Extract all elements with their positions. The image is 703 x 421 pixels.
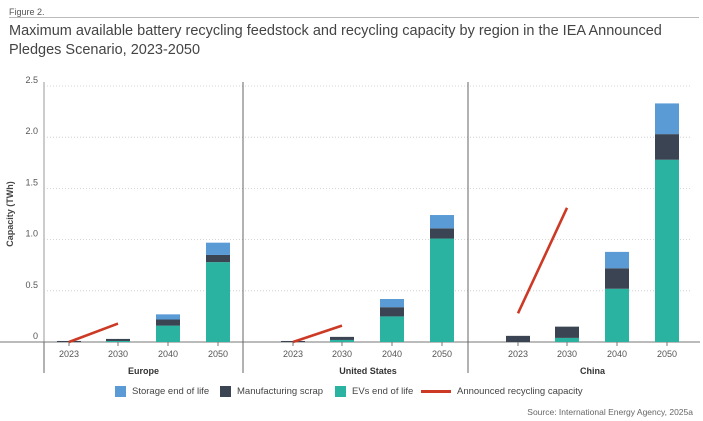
legend-swatch-evs [335,386,346,397]
legend-swatch-capacity [421,390,451,393]
legend-item-capacity: Announced recycling capacity [421,386,583,397]
group-label: China [580,366,606,376]
bar-ev-end-of-life [655,159,679,342]
bar-ev-end-of-life [156,325,180,342]
bar-manufacturing-scrap [206,254,230,263]
legend-swatch-manufacturing [220,386,231,397]
bar-ev-end-of-life [380,316,404,342]
x-tick-label: 2040 [382,349,402,359]
bar-ev-end-of-life [206,262,230,342]
legend-label-manufacturing: Manufacturing scrap [237,386,324,397]
top-rule [9,17,699,18]
x-tick-label: 2030 [108,349,128,359]
x-tick-label: 2040 [607,349,627,359]
announced-capacity-line [516,207,569,314]
bar-manufacturing-scrap [106,338,130,341]
bar-manufacturing-scrap [430,228,454,239]
x-tick-label: 2030 [557,349,577,359]
legend-label-storage: Storage end of life [132,386,210,397]
group-label: United States [339,366,397,376]
announced-capacity-line [68,322,119,344]
y-tick-label: 1.5 [25,177,38,187]
x-tick-label: 2050 [432,349,452,359]
x-tick-label: 2023 [59,349,79,359]
x-tick-label: 2023 [508,349,528,359]
legend-label-capacity: Announced recycling capacity [457,386,583,397]
bar-storage-end-of-life [655,103,679,135]
bar-storage-end-of-life [605,251,629,269]
x-tick-label: 2050 [208,349,228,359]
x-tick-label: 2023 [283,349,303,359]
legend-label-evs: EVs end of life [352,386,414,397]
y-tick-label: 2.5 [25,75,38,85]
bar-manufacturing-scrap [330,336,354,340]
bar-manufacturing-scrap [380,307,404,317]
bar-manufacturing-scrap [655,134,679,160]
announced-capacity-line [292,324,343,344]
bar-storage-end-of-life [206,242,230,255]
bar-manufacturing-scrap [506,335,530,342]
bar-ev-end-of-life [555,337,579,342]
bar-ev-end-of-life [605,288,629,342]
bar-storage-end-of-life [156,314,180,320]
legend-item-manufacturing: Manufacturing scrap [220,386,323,397]
bar-ev-end-of-life [106,340,130,342]
legend-item-storage: Storage end of life [115,386,209,397]
bar-manufacturing-scrap [555,326,579,338]
bar-manufacturing-scrap [605,268,629,289]
y-tick-label: 1.0 [25,229,38,239]
group-label: Europe [128,366,159,376]
x-tick-label: 2050 [657,349,677,359]
x-tick-label: 2040 [158,349,178,359]
figure-label: Figure 2. [9,7,45,17]
source-note: Source: International Energy Agency, 202… [527,407,693,417]
chart-title: Maximum available battery recycling feed… [9,23,662,58]
bar-storage-end-of-life [430,215,454,229]
bar-manufacturing-scrap [156,319,180,326]
y-axis-label: Capacity (TWh) [5,181,15,247]
x-tick-label: 2030 [332,349,352,359]
y-tick-label: 0.5 [25,280,38,290]
legend-item-evs: EVs end of life [335,386,413,397]
y-tick-label: 0 [33,331,38,341]
y-tick-label: 2.0 [25,126,38,136]
bar-ev-end-of-life [330,339,354,342]
bar-storage-end-of-life [380,298,404,308]
legend-swatch-storage [115,386,126,397]
bar-ev-end-of-life [430,238,454,342]
